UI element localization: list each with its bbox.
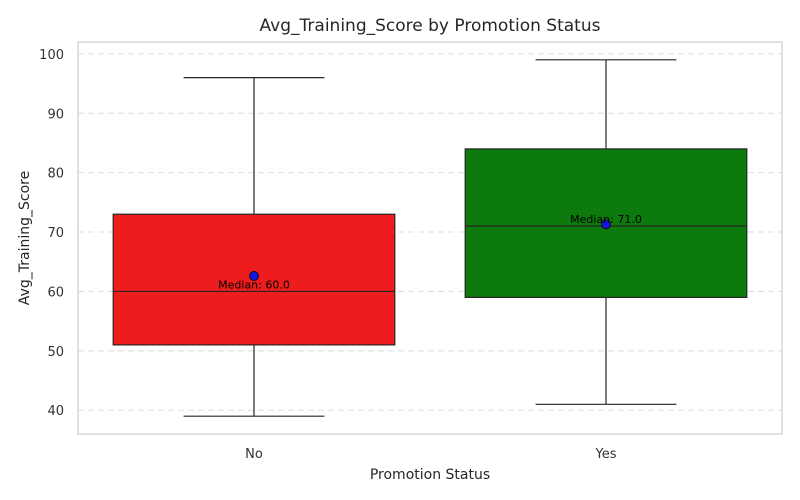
box-group-yes: Median: 71.0 (464, 59, 748, 405)
y-tick-label: 70 (47, 226, 64, 241)
y-tick-label: 60 (47, 285, 64, 300)
y-tick-label: 90 (47, 107, 64, 122)
grid-lines (78, 53, 782, 411)
median-label: Median: 60.0 (218, 278, 290, 291)
y-axis-ticks: 40 50 60 70 80 90 100 (39, 48, 64, 419)
median-label: Median: 71.0 (570, 213, 642, 226)
y-axis-label: Avg_Training_Score (17, 171, 33, 305)
x-tick-label: Yes (595, 447, 617, 462)
chart-title: Avg_Training_Score by Promotion Status (260, 16, 601, 36)
y-tick-label: 100 (39, 48, 64, 63)
box-group-no: Median: 60.0 (112, 77, 396, 417)
x-tick-label: No (245, 447, 263, 462)
y-tick-label: 40 (47, 404, 64, 419)
y-tick-label: 50 (47, 345, 64, 360)
x-axis-label: Promotion Status (370, 467, 490, 483)
mean-marker (249, 271, 259, 282)
x-axis-ticks: No Yes (245, 447, 617, 462)
mean-marker (601, 219, 611, 230)
y-tick-label: 80 (47, 167, 64, 182)
boxes: Median: 60.0 Median: 71.0 (112, 59, 748, 417)
plot-area-frame (77, 41, 783, 435)
